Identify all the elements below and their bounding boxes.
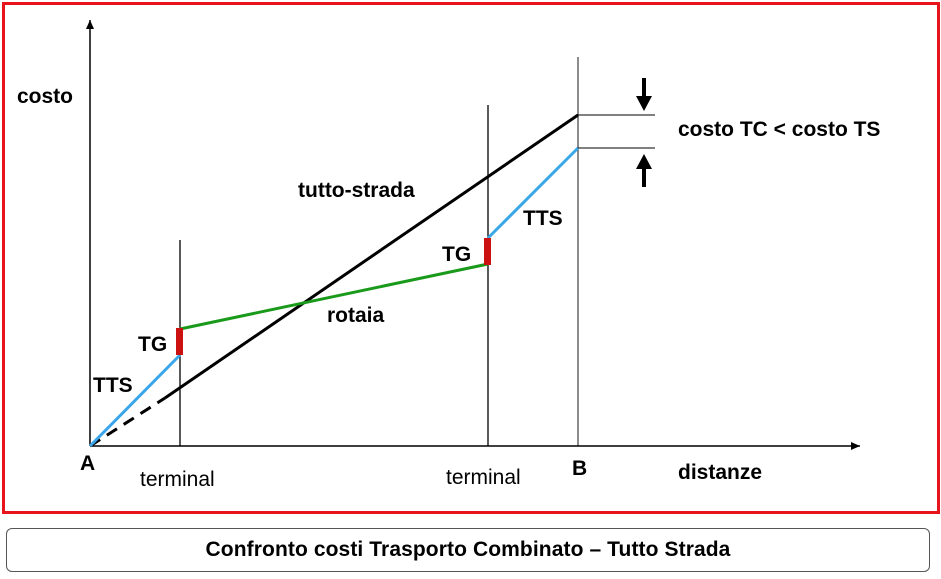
terminal-2-label: terminal [446, 466, 521, 489]
rail-label: rotaia [327, 304, 385, 327]
cost-diagram: costo distanze A B terminal terminal tut… [17, 20, 880, 491]
diagram-frame [2, 2, 940, 514]
caption-box: Confronto costi Trasporto Combinato – Tu… [6, 528, 930, 572]
road-line-dashed [89, 396, 166, 448]
road-label: tutto-strada [298, 179, 415, 202]
tts-label-2: TTS [523, 207, 563, 230]
tts-label-1: TTS [93, 374, 133, 397]
caption-text: Confronto costi Trasporto Combinato – Tu… [205, 538, 731, 561]
down-arrow-icon [636, 78, 652, 111]
comparison-label: costo TC < costo TS [678, 118, 880, 141]
y-axis-label: costo [17, 85, 73, 108]
x-axis-label: distanze [678, 461, 762, 484]
rail-line [179, 262, 489, 331]
point-b-label: B [572, 457, 587, 480]
point-a-label: A [80, 452, 95, 475]
tg-marker-1 [176, 328, 183, 355]
tts-line-1 [88, 353, 182, 448]
tg-label-2: TG [442, 243, 471, 266]
tg-marker-2 [484, 238, 491, 265]
terminal-1-label: terminal [140, 468, 215, 491]
up-arrow-icon [636, 154, 652, 187]
road-line [164, 113, 579, 400]
tg-label-1: TG [138, 333, 167, 356]
tts-line-2 [486, 146, 580, 240]
